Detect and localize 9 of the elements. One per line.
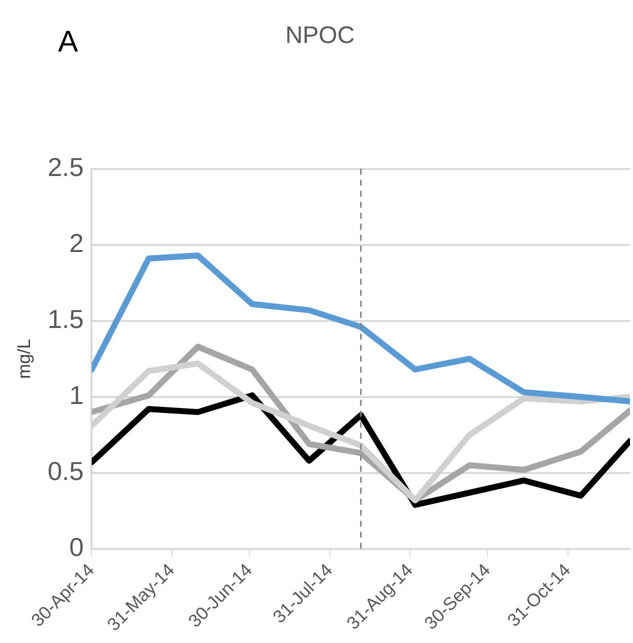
y-tick-label: 0: [69, 532, 84, 562]
y-tick-label: 2.5: [48, 152, 84, 182]
y-axis-title: mg/L: [14, 338, 34, 379]
y-tick-label: 2: [69, 228, 84, 258]
text: A: [58, 25, 78, 58]
y-tick-label: 1.5: [48, 304, 84, 334]
chart-title: NPOC: [285, 22, 355, 50]
y-tick-label: 1: [69, 380, 84, 410]
y-tick-label: 0.5: [48, 456, 84, 486]
